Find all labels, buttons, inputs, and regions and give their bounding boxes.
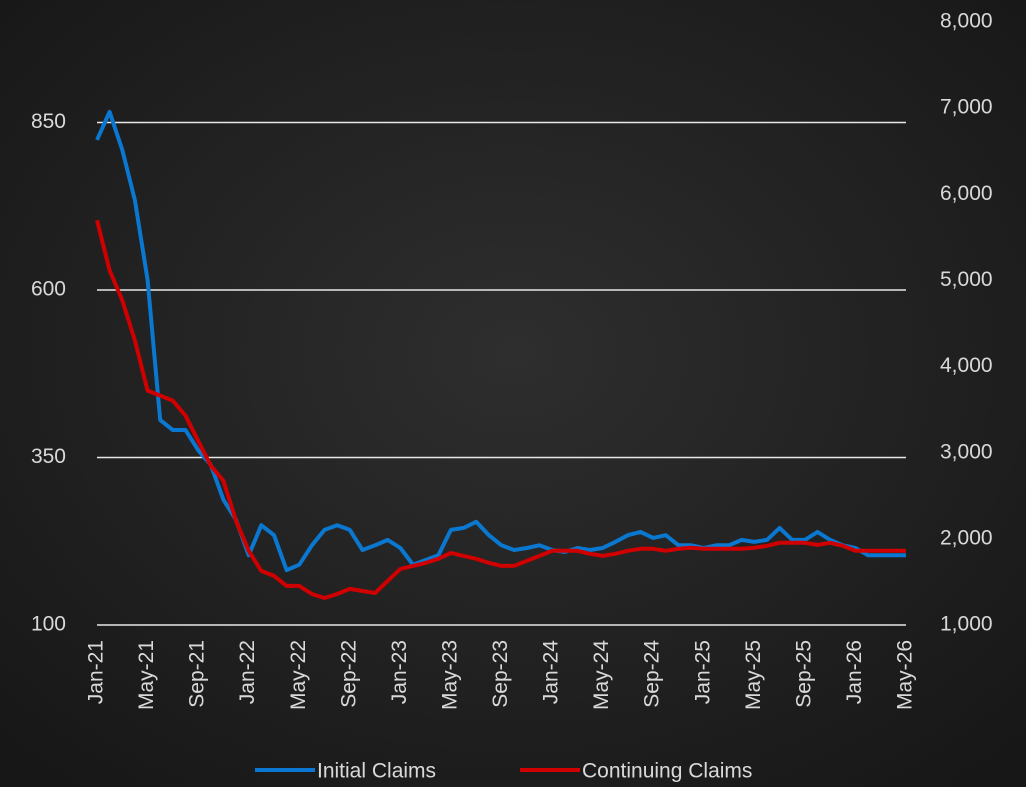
x-tick-label: Jan-25	[691, 640, 714, 704]
x-tick-label: May-21	[135, 640, 158, 710]
x-tick-label: Jan-23	[388, 640, 411, 704]
y2-tick-label: 8,000	[940, 10, 993, 33]
y-tick-label: 600	[31, 278, 66, 301]
x-tick-label: Sep-24	[641, 640, 664, 708]
y2-tick-label: 2,000	[940, 526, 993, 549]
x-tick-label: Sep-21	[186, 640, 209, 708]
x-tick-label: Sep-23	[489, 640, 512, 708]
legend-label: Initial Claims	[317, 760, 436, 783]
x-tick-label: Sep-22	[337, 640, 360, 708]
y2-tick-label: 7,000	[940, 96, 993, 119]
series-line	[95, 219, 906, 600]
x-tick-label: May-24	[590, 640, 613, 710]
x-tick-label: Jan-21	[85, 640, 108, 704]
y-tick-label: 850	[31, 110, 66, 133]
legend-label: Continuing Claims	[582, 760, 752, 783]
x-tick-label: Sep-25	[792, 640, 815, 708]
x-tick-label: May-26	[894, 640, 917, 710]
x-tick-label: Jan-26	[843, 640, 866, 704]
x-tick-label: Jan-22	[236, 640, 259, 704]
y2-tick-label: 4,000	[940, 354, 993, 377]
y2-tick-label: 1,000	[940, 613, 993, 636]
x-tick-label: May-23	[438, 640, 461, 710]
y-tick-label: 350	[31, 445, 66, 468]
x-tick-label: Jan-24	[540, 640, 563, 705]
y2-tick-label: 3,000	[940, 440, 993, 463]
x-tick-label: May-22	[287, 640, 310, 710]
y2-tick-label: 6,000	[940, 182, 993, 205]
y-tick-label: 100	[31, 613, 66, 636]
y2-tick-label: 5,000	[940, 268, 993, 291]
x-tick-label: May-25	[742, 640, 765, 710]
